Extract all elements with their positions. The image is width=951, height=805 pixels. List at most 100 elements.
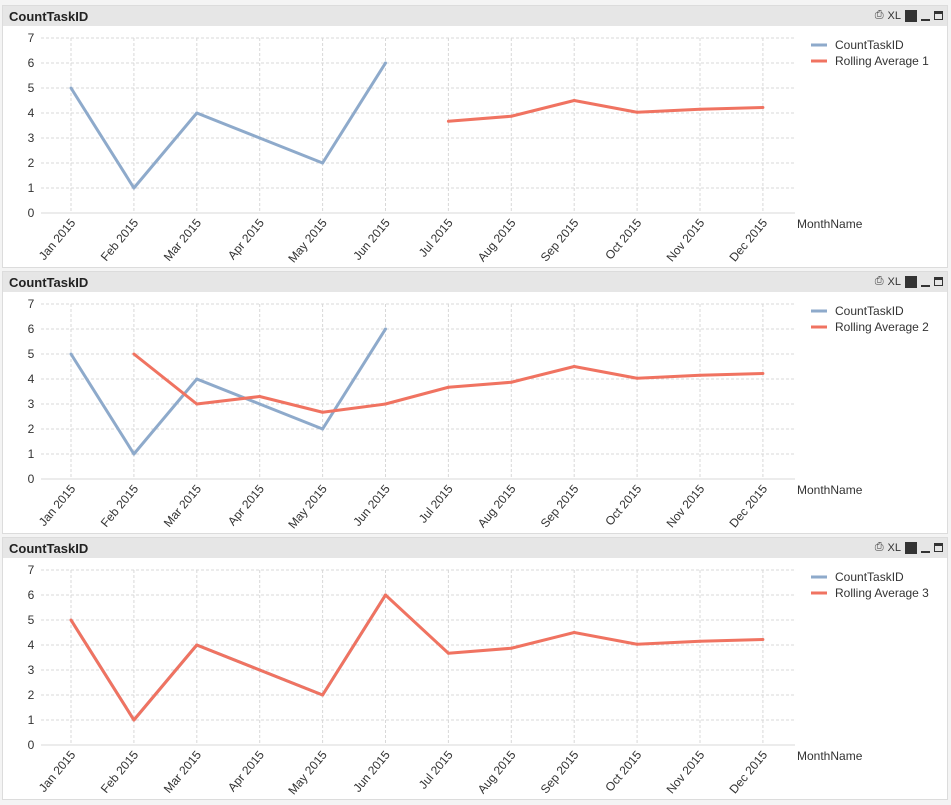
x-tick-label: Oct 2015 (602, 748, 644, 795)
xl-icon[interactable]: XL (887, 541, 901, 554)
data-point (258, 395, 262, 398)
data-point (698, 107, 702, 111)
xl-icon[interactable]: XL (887, 9, 901, 22)
x-tick-label: Apr 2015 (225, 748, 267, 795)
legend-label: CountTaskID (835, 304, 904, 318)
x-tick-label: Feb 2015 (98, 482, 142, 530)
data-point (761, 106, 765, 109)
data-point (635, 642, 639, 646)
print-icon[interactable]: ⎙ (874, 541, 884, 553)
x-tick-label: Feb 2015 (98, 748, 142, 796)
x-tick-label: Aug 2015 (475, 748, 519, 797)
chart-title: CountTaskID (9, 541, 89, 556)
x-tick-label: Jul 2015 (416, 482, 456, 526)
y-tick-label: 4 (28, 638, 35, 652)
x-tick-label: Nov 2015 (664, 216, 708, 265)
data-point (132, 352, 136, 356)
y-tick-label: 6 (28, 56, 35, 70)
data-point (635, 110, 639, 114)
x-tick-label: Jun 2015 (350, 482, 393, 529)
maximize-icon[interactable] (934, 277, 943, 286)
data-point (195, 377, 199, 381)
chart-title: CountTaskID (9, 9, 89, 24)
y-tick-label: 5 (28, 613, 35, 627)
x-tick-label: Mar 2015 (161, 482, 205, 530)
data-point (509, 380, 513, 384)
x-axis-label: MonthName (797, 483, 863, 497)
data-point (698, 639, 702, 643)
data-point (69, 618, 73, 622)
x-tick-label: Nov 2015 (664, 748, 708, 797)
x-tick-label: Apr 2015 (225, 482, 267, 529)
data-point (69, 352, 73, 356)
print-icon[interactable]: ⎙ (874, 275, 884, 287)
data-point (698, 373, 702, 377)
y-tick-label: 5 (28, 81, 35, 95)
data-point (195, 643, 199, 647)
x-tick-label: Jun 2015 (350, 216, 393, 263)
y-tick-label: 7 (28, 563, 35, 577)
maximize-icon[interactable] (934, 543, 943, 552)
x-tick-label: Oct 2015 (602, 216, 644, 263)
legend-label: Rolling Average 1 (835, 54, 929, 68)
y-tick-label: 4 (28, 372, 35, 386)
legend-label: CountTaskID (835, 570, 904, 584)
data-point (572, 631, 576, 634)
series-line (69, 593, 763, 722)
x-tick-label: Sep 2015 (538, 482, 582, 531)
panel-header: CountTaskID ⎙ XL (3, 272, 947, 292)
line-chart: 0 1 2 3 4 5 6 7 Jan 2015 Feb 2015 Mar 2015 Apr 2015… (28, 31, 930, 265)
data-point (446, 651, 450, 655)
y-tick-label: 3 (28, 131, 35, 145)
data-point (384, 327, 387, 331)
panel-header: CountTaskID ⎙ XL (3, 538, 947, 558)
minimize-icon[interactable] (921, 18, 930, 21)
x-tick-label: Sep 2015 (538, 748, 582, 797)
legend-label: Rolling Average 3 (835, 586, 929, 600)
x-axis-label: MonthName (797, 749, 863, 763)
y-tick-label: 0 (28, 472, 35, 486)
x-tick-label: Jul 2015 (416, 216, 456, 260)
x-tick-label: Jan 2015 (36, 748, 79, 795)
chart-type-icon[interactable] (905, 275, 917, 288)
x-tick-label: Mar 2015 (161, 748, 205, 796)
y-tick-label: 1 (28, 181, 35, 195)
print-icon[interactable]: ⎙ (874, 9, 884, 21)
xl-icon[interactable]: XL (887, 275, 901, 288)
data-point (384, 402, 387, 406)
y-tick-label: 2 (28, 422, 35, 436)
x-tick-label: Jan 2015 (36, 482, 79, 529)
data-point (446, 385, 450, 389)
data-point (635, 376, 639, 380)
data-point (321, 427, 325, 431)
data-point (321, 410, 325, 414)
data-point (321, 161, 325, 165)
line-chart: 0 1 2 3 4 5 6 7 Jan 2015 Feb 2015 Mar 2015 Apr 2015… (28, 297, 930, 531)
maximize-icon[interactable] (934, 11, 943, 20)
y-tick-label: 3 (28, 663, 35, 677)
panel-header: CountTaskID ⎙ XL (3, 6, 947, 26)
y-tick-label: 6 (28, 588, 35, 602)
x-tick-label: Aug 2015 (475, 482, 519, 531)
y-tick-label: 4 (28, 106, 35, 120)
data-point (132, 186, 136, 190)
data-point (195, 402, 199, 406)
chart-panel: CountTaskID ⎙ XL 0 1 2 3 4 5 6 7 Jan 2015 Feb 201… (2, 5, 948, 268)
series-line (448, 99, 763, 123)
series-line (69, 328, 387, 456)
data-point (321, 693, 325, 697)
data-point (132, 452, 136, 456)
x-tick-label: Mar 2015 (161, 216, 205, 264)
x-tick-label: Oct 2015 (602, 482, 644, 529)
chart-panel: CountTaskID ⎙ XL 0 1 2 3 4 5 6 7 Jan 2015 Feb 201… (2, 271, 948, 534)
minimize-icon[interactable] (921, 550, 930, 553)
x-tick-label: Sep 2015 (538, 216, 582, 265)
chart-title: CountTaskID (9, 275, 89, 290)
y-tick-label: 7 (28, 31, 35, 45)
chart-type-icon[interactable] (905, 9, 917, 22)
chart-type-icon[interactable] (905, 541, 917, 554)
minimize-icon[interactable] (921, 284, 930, 287)
x-tick-label: Aug 2015 (475, 216, 519, 265)
data-point (258, 668, 262, 672)
line-chart: 0 1 2 3 4 5 6 7 Jan 2015 Feb 2015 Mar 2015 Apr 2015… (28, 563, 930, 797)
